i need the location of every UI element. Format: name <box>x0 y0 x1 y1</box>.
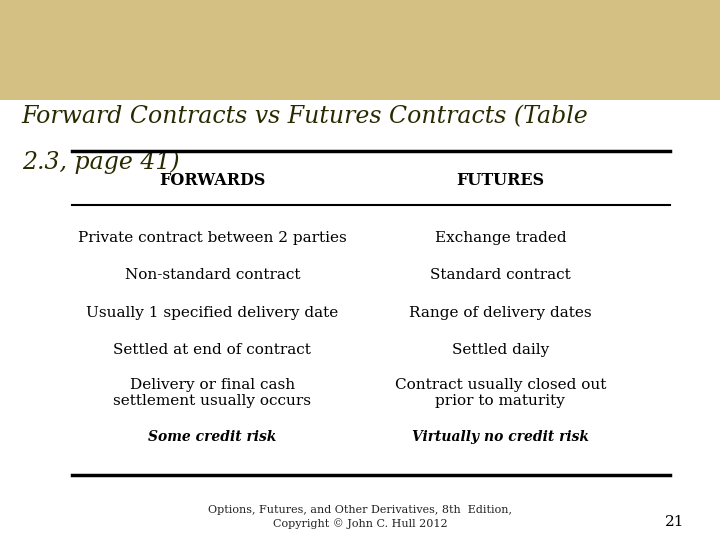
Circle shape <box>37 55 58 75</box>
Text: Settled daily: Settled daily <box>451 343 549 357</box>
Text: Some credit risk: Some credit risk <box>148 430 276 444</box>
Text: Non-standard contract: Non-standard contract <box>125 268 300 282</box>
Text: FUTURES: FUTURES <box>456 172 544 190</box>
Text: Standard contract: Standard contract <box>430 268 571 282</box>
Circle shape <box>62 29 81 47</box>
Text: Copyright © John C. Hull 2012: Copyright © John C. Hull 2012 <box>273 518 447 529</box>
Text: Exchange traded: Exchange traded <box>435 231 566 245</box>
Circle shape <box>6 5 102 95</box>
Text: Virtually no credit risk: Virtually no credit risk <box>412 430 589 444</box>
Text: Contract usually closed out
prior to maturity: Contract usually closed out prior to mat… <box>395 378 606 408</box>
Text: Options, Futures, and Other Derivatives, 8th  Edition,: Options, Futures, and Other Derivatives,… <box>208 505 512 515</box>
Text: Private contract between 2 parties: Private contract between 2 parties <box>78 231 347 245</box>
Text: Delivery or final cash
settlement usually occurs: Delivery or final cash settlement usuall… <box>113 378 311 408</box>
Text: Range of delivery dates: Range of delivery dates <box>409 306 592 320</box>
Text: 2.3, page 41): 2.3, page 41) <box>22 150 179 174</box>
Text: 21: 21 <box>665 515 684 529</box>
Text: Usually 1 specified delivery date: Usually 1 specified delivery date <box>86 306 338 320</box>
Circle shape <box>18 21 56 56</box>
Text: FORWARDS: FORWARDS <box>159 172 266 190</box>
Text: Forward Contracts vs Futures Contracts (Table: Forward Contracts vs Futures Contracts (… <box>22 105 588 129</box>
Circle shape <box>48 45 75 71</box>
Text: Settled at end of contract: Settled at end of contract <box>114 343 311 357</box>
Circle shape <box>9 8 99 92</box>
